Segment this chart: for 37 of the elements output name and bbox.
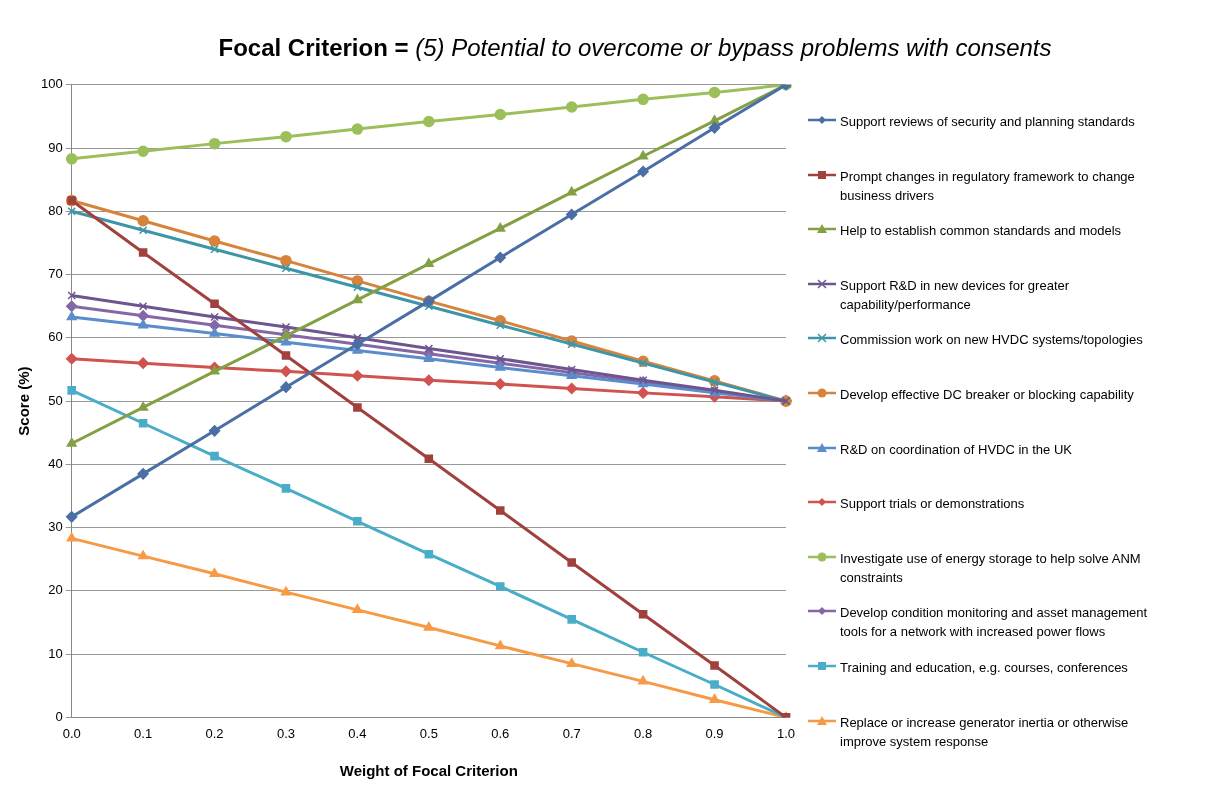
x-tick-label: 0.6 bbox=[491, 725, 510, 741]
legend-label: Develop condition monitoring and asset management tools for a network with increased power flows bbox=[840, 604, 1149, 642]
legend-label: Replace or increase generator inertia or otherwise improve system response bbox=[840, 713, 1130, 751]
legend-label: Prompt changes in regulatory framework to change business drivers bbox=[840, 167, 1136, 205]
y-tick-label: 70 bbox=[48, 266, 63, 282]
y-tick-label: 30 bbox=[48, 519, 63, 535]
y-tick-label: 20 bbox=[48, 582, 63, 598]
legend-label: Support reviews of security and planning standards bbox=[840, 113, 1136, 131]
y-tick-label: 10 bbox=[48, 645, 63, 661]
x-tick-label: 0.1 bbox=[134, 725, 153, 741]
legend-label: Help to establish common standards and models bbox=[840, 222, 1123, 241]
x-tick-label: 0.5 bbox=[419, 725, 438, 741]
x-tick-label: 1.0 bbox=[776, 725, 795, 741]
y-tick-label: 50 bbox=[48, 392, 63, 408]
legend-label: Commission work on new HVDC systems/topologies bbox=[840, 331, 1144, 350]
legend-label: R&D on coordination of HVDC in the UK bbox=[840, 440, 1073, 459]
x-axis-title: Weight of Focal Criterion bbox=[339, 762, 518, 780]
y-tick-label: 60 bbox=[48, 329, 63, 345]
y-tick-label: 100 bbox=[40, 76, 63, 92]
legend-label: Support R&D in new devices for greater capability/performance bbox=[840, 276, 1071, 314]
chart-title: Focal Criterion = (5) Potential to overcome or bypass problems with consents bbox=[218, 34, 1052, 61]
y-tick-label: 80 bbox=[48, 202, 63, 218]
legend-label: Support trials or demonstrations bbox=[840, 495, 1026, 514]
x-tick-label: 0.4 bbox=[348, 725, 367, 741]
legend-label: Investigate use of energy storage to help solve ANM constraints bbox=[840, 549, 1142, 587]
y-tick-label: 40 bbox=[48, 455, 63, 471]
x-tick-label: 0.2 bbox=[205, 725, 224, 741]
legend-label: Develop effective DC breaker or blocking capability bbox=[840, 385, 1135, 404]
x-tick-label: 0.0 bbox=[62, 725, 81, 741]
x-tick-label: 0.7 bbox=[562, 725, 581, 741]
legend-label: Training and education, e.g. courses, conferences bbox=[840, 658, 1129, 677]
y-axis-title: Score (%) bbox=[15, 366, 33, 436]
y-tick-label: 90 bbox=[48, 139, 63, 155]
y-tick-label: 0 bbox=[55, 708, 63, 724]
x-tick-label: 0.3 bbox=[276, 725, 296, 741]
x-tick-label: 0.9 bbox=[705, 725, 724, 741]
x-tick-label: 0.8 bbox=[634, 725, 653, 741]
